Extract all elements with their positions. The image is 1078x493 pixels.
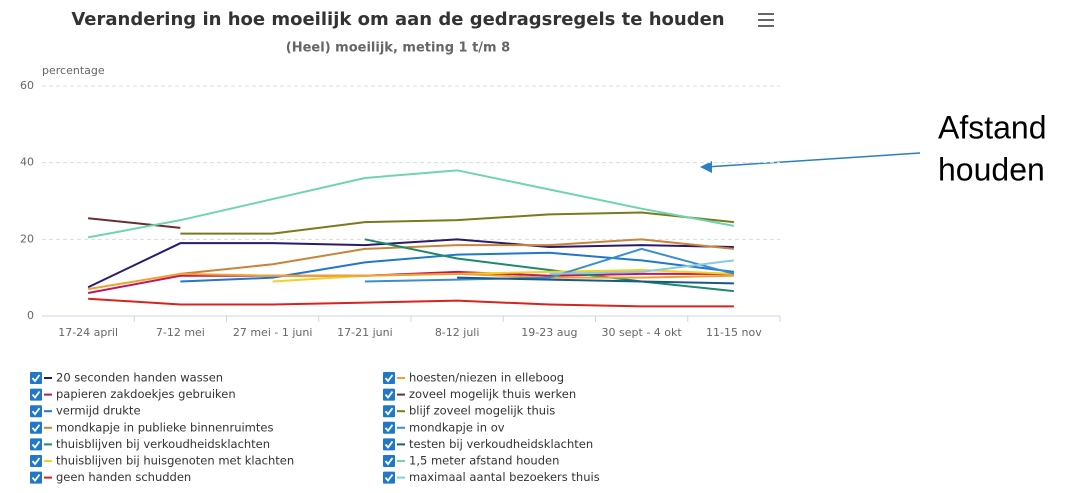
legend-checkbox[interactable] xyxy=(30,471,42,484)
legend-checkbox[interactable] xyxy=(383,421,395,434)
legend-label: blijf zoveel mogelijk thuis xyxy=(409,404,555,418)
legend-checkbox[interactable] xyxy=(383,455,395,467)
series-line xyxy=(88,297,734,308)
legend-label: papieren zakdoekjes gebruiken xyxy=(56,387,236,401)
x-tick-label: 7-12 mei xyxy=(156,326,205,339)
series-line xyxy=(364,247,735,283)
y-tick-label: 0 xyxy=(27,309,34,322)
legend-checkmark xyxy=(31,424,41,433)
legend-label: testen bij verkoudheidsklachten xyxy=(409,437,593,451)
x-tick-label: 8-12 juli xyxy=(435,326,480,339)
legend-checkmark xyxy=(31,440,41,449)
x-tick-label: 17-24 april xyxy=(58,326,118,339)
legend-checkbox[interactable] xyxy=(30,438,42,451)
y-axis-title: percentage xyxy=(42,64,105,77)
legend-label: thuisblijven bij verkoudheidsklachten xyxy=(56,437,270,451)
legend-checkmark xyxy=(384,474,394,483)
legend-label: 20 seconden handen wassen xyxy=(56,371,223,385)
annotation-arrowhead xyxy=(700,161,712,173)
series-line xyxy=(87,238,734,289)
series-line xyxy=(549,259,734,275)
annotation: houden xyxy=(938,151,1045,187)
x-tick-label: 11-15 nov xyxy=(706,326,762,339)
legend-checkmark xyxy=(384,424,394,433)
annotation-arrow xyxy=(705,152,921,168)
legend-item[interactable]: thuisblijven bij huisgenoten met klachte… xyxy=(30,454,294,468)
legend-label: mondkapje in publieke binnenruimtes xyxy=(56,420,273,434)
legend-checkbox[interactable] xyxy=(383,438,395,451)
legend-label: mondkapje in ov xyxy=(409,420,505,434)
legend-checkmark xyxy=(31,457,41,466)
series-line xyxy=(88,217,181,229)
legend-checkmark xyxy=(31,374,41,383)
legend-checkmark xyxy=(384,374,394,383)
legend-item[interactable]: mondkapje in publieke binnenruimtes xyxy=(30,420,273,434)
legend-checkbox[interactable] xyxy=(30,421,42,434)
legend-item[interactable]: papieren zakdoekjes gebruiken xyxy=(30,387,236,401)
legend-label: hoesten/niezen in elleboog xyxy=(409,371,564,385)
legend-checkmark xyxy=(31,474,41,483)
legend-item[interactable]: thuisblijven bij verkoudheidsklachten xyxy=(30,437,270,451)
legend-item[interactable]: 20 seconden handen wassen xyxy=(30,371,223,385)
legend-checkmark xyxy=(384,391,394,400)
legend-checkbox[interactable] xyxy=(30,388,42,401)
legend-checkmark xyxy=(384,440,394,449)
legend-checkbox[interactable] xyxy=(383,388,395,401)
legend-checkbox[interactable] xyxy=(383,405,395,418)
annotation: Afstand xyxy=(938,109,1047,145)
y-tick-label: 60 xyxy=(20,79,34,92)
x-tick-label: 30 sept - 4 okt xyxy=(602,326,683,339)
legend-checkmark xyxy=(384,457,394,466)
series-line xyxy=(180,211,734,235)
series-line xyxy=(457,276,734,285)
legend-item[interactable]: vermijd drukte xyxy=(30,404,141,418)
x-tick-label: 19-23 aug xyxy=(521,326,577,339)
legend-label: vermijd drukte xyxy=(56,404,141,418)
y-tick-label: 20 xyxy=(20,232,34,245)
legend-checkbox[interactable] xyxy=(383,471,395,484)
legend-label: maximaal aantal bezoekers thuis xyxy=(409,470,600,484)
series-line xyxy=(87,272,734,291)
series-line xyxy=(87,169,735,239)
legend-item[interactable]: testen bij verkoudheidsklachten xyxy=(383,437,593,451)
legend-checkmark xyxy=(384,407,394,416)
legend-checkbox[interactable] xyxy=(30,455,42,467)
series-line xyxy=(180,251,734,283)
menu-button[interactable] xyxy=(758,13,774,27)
legend-label: geen handen schudden xyxy=(56,470,191,484)
legend-item[interactable]: mondkapje in ov xyxy=(383,420,505,434)
legend-label: 1,5 meter afstand houden xyxy=(409,454,559,468)
legend-item[interactable]: geen handen schudden xyxy=(30,470,191,484)
x-tick-label: 27 mei - 1 juni xyxy=(233,326,313,339)
series-line xyxy=(180,238,734,275)
legend-checkbox[interactable] xyxy=(30,372,42,384)
y-tick-label: 40 xyxy=(20,156,34,169)
legend-checkbox[interactable] xyxy=(383,372,395,384)
chart-title: Verandering in hoe moeilijk om aan de ge… xyxy=(71,9,724,30)
legend-checkmark xyxy=(31,407,41,416)
legend-label: zoveel mogelijk thuis werken xyxy=(409,387,576,401)
x-tick-label: 17-21 juni xyxy=(337,326,393,339)
series-line xyxy=(364,238,734,293)
legend-item[interactable]: hoesten/niezen in elleboog xyxy=(383,371,564,385)
legend-item[interactable]: 1,5 meter afstand houden xyxy=(383,454,559,468)
chart-subtitle: (Heel) moeilijk, meting 1 t/m 8 xyxy=(286,41,510,56)
legend-item[interactable]: maximaal aantal bezoekers thuis xyxy=(383,470,600,484)
legend-label: thuisblijven bij huisgenoten met klachte… xyxy=(56,454,294,468)
legend-item[interactable]: zoveel mogelijk thuis werken xyxy=(383,387,576,401)
legend-item[interactable]: blijf zoveel mogelijk thuis xyxy=(383,404,555,418)
legend-checkbox[interactable] xyxy=(30,405,42,418)
legend-checkmark xyxy=(31,391,41,400)
